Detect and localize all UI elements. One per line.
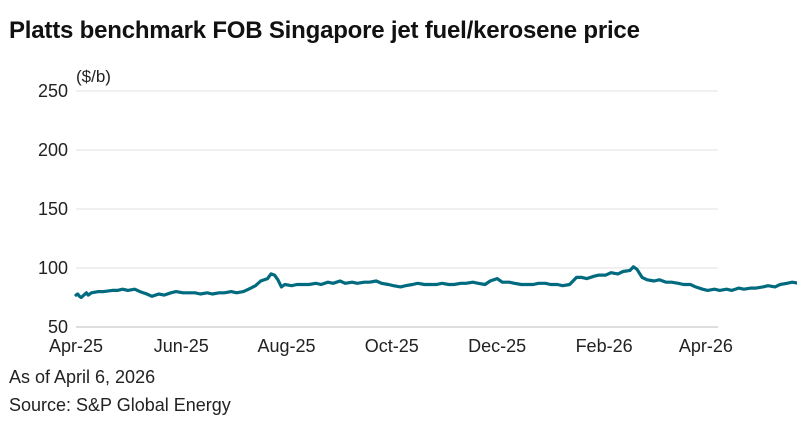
x-tick-label: Oct-25: [365, 336, 419, 356]
x-tick-label: Apr-25: [49, 336, 103, 356]
y-tick-label: 50: [48, 317, 68, 337]
y-axis: 50 100 150 200 250: [38, 81, 68, 337]
x-tick-label: Jun-25: [154, 336, 209, 356]
x-tick-label: Aug-25: [258, 336, 316, 356]
gridlines: [76, 90, 718, 328]
x-axis: Apr-25 Jun-25 Aug-25 Oct-25 Dec-25 Feb-26 Apr-…: [49, 336, 733, 356]
y-tick-label: 100: [38, 258, 68, 278]
x-tick-label: Feb-26: [576, 336, 633, 356]
x-tick-label: Dec-25: [468, 336, 526, 356]
y-axis-label: ($/b): [76, 67, 111, 86]
source-note: Source: S&P Global Energy: [9, 395, 231, 415]
y-tick-label: 200: [38, 140, 68, 160]
x-tick-label: Apr-26: [679, 336, 733, 356]
y-tick-label: 250: [38, 81, 68, 101]
series-group: [74, 265, 797, 300]
series-line: [74, 265, 797, 300]
chart-title: Platts benchmark FOB Singapore jet fuel/…: [9, 17, 640, 44]
y-tick-label: 150: [38, 199, 68, 219]
as-of-note: As of April 6, 2026: [9, 367, 156, 387]
